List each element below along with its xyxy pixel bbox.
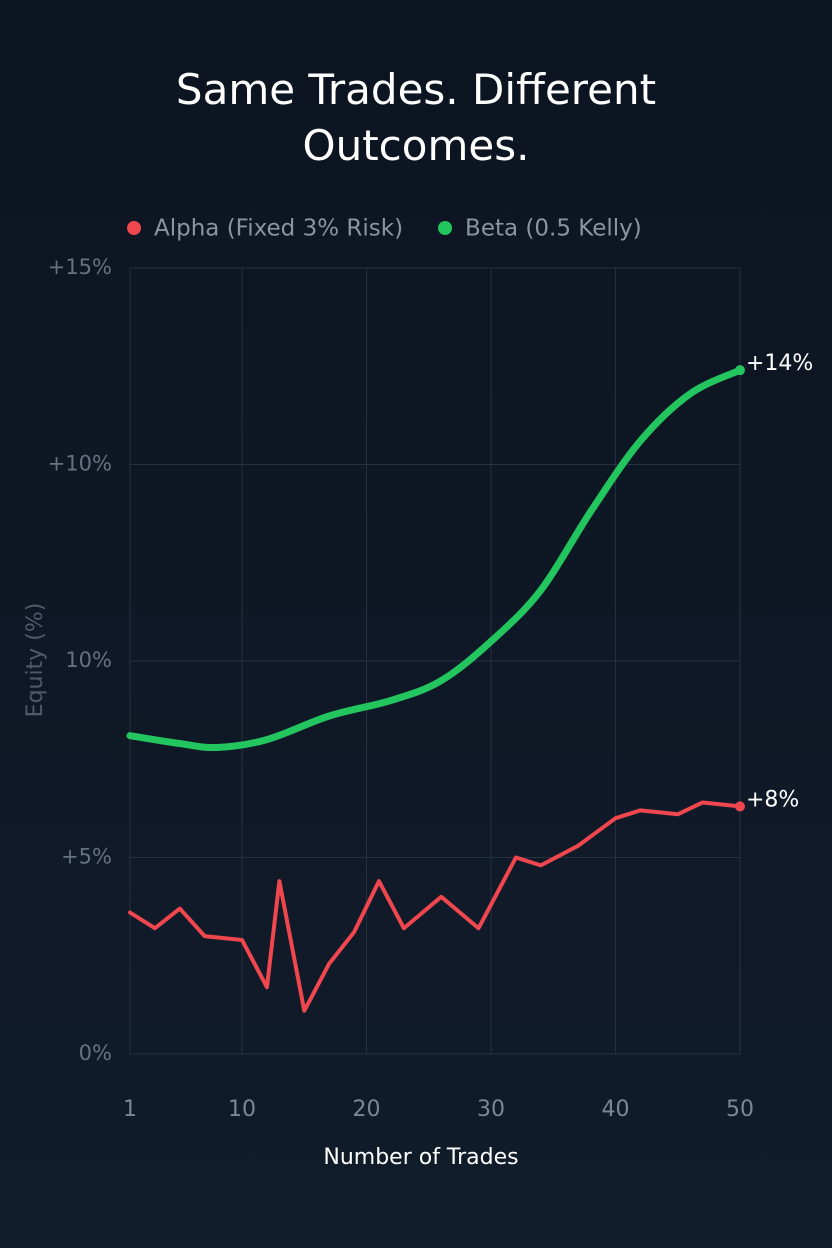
y-axis-label: Equity (%) — [23, 603, 48, 718]
x-tick-label: 30 — [477, 1097, 505, 1122]
x-tick-label: 40 — [602, 1097, 630, 1122]
legend-marker — [127, 221, 141, 235]
y-tick-label: +10% — [48, 452, 112, 476]
legend-marker — [438, 221, 453, 235]
x-tick-label: 20 — [353, 1097, 381, 1122]
end-marker — [735, 801, 745, 812]
x-tick-label: 50 — [726, 1097, 754, 1122]
x-tick-label: 1 — [123, 1097, 137, 1122]
legend-label: Alpha (Fixed 3% Risk) — [154, 216, 403, 242]
series-line — [128, 800, 742, 1013]
y-tick-label: +5% — [61, 845, 112, 869]
end-label: +8% — [746, 787, 799, 812]
x-tick-label: 10 — [228, 1097, 256, 1122]
y-tick-label: +15% — [48, 255, 112, 279]
x-axis-label: Number of Trades — [323, 1145, 518, 1170]
series-line — [126, 366, 744, 752]
chart-title: Same Trades. Different Outcomes. — [175, 65, 657, 170]
legend-label: Beta (0.5 Kelly) — [465, 216, 642, 242]
y-tick-label: 10% — [65, 648, 112, 672]
y-tick-label: 0% — [79, 1041, 112, 1065]
end-marker — [735, 365, 745, 376]
end-label: +14% — [746, 351, 813, 376]
